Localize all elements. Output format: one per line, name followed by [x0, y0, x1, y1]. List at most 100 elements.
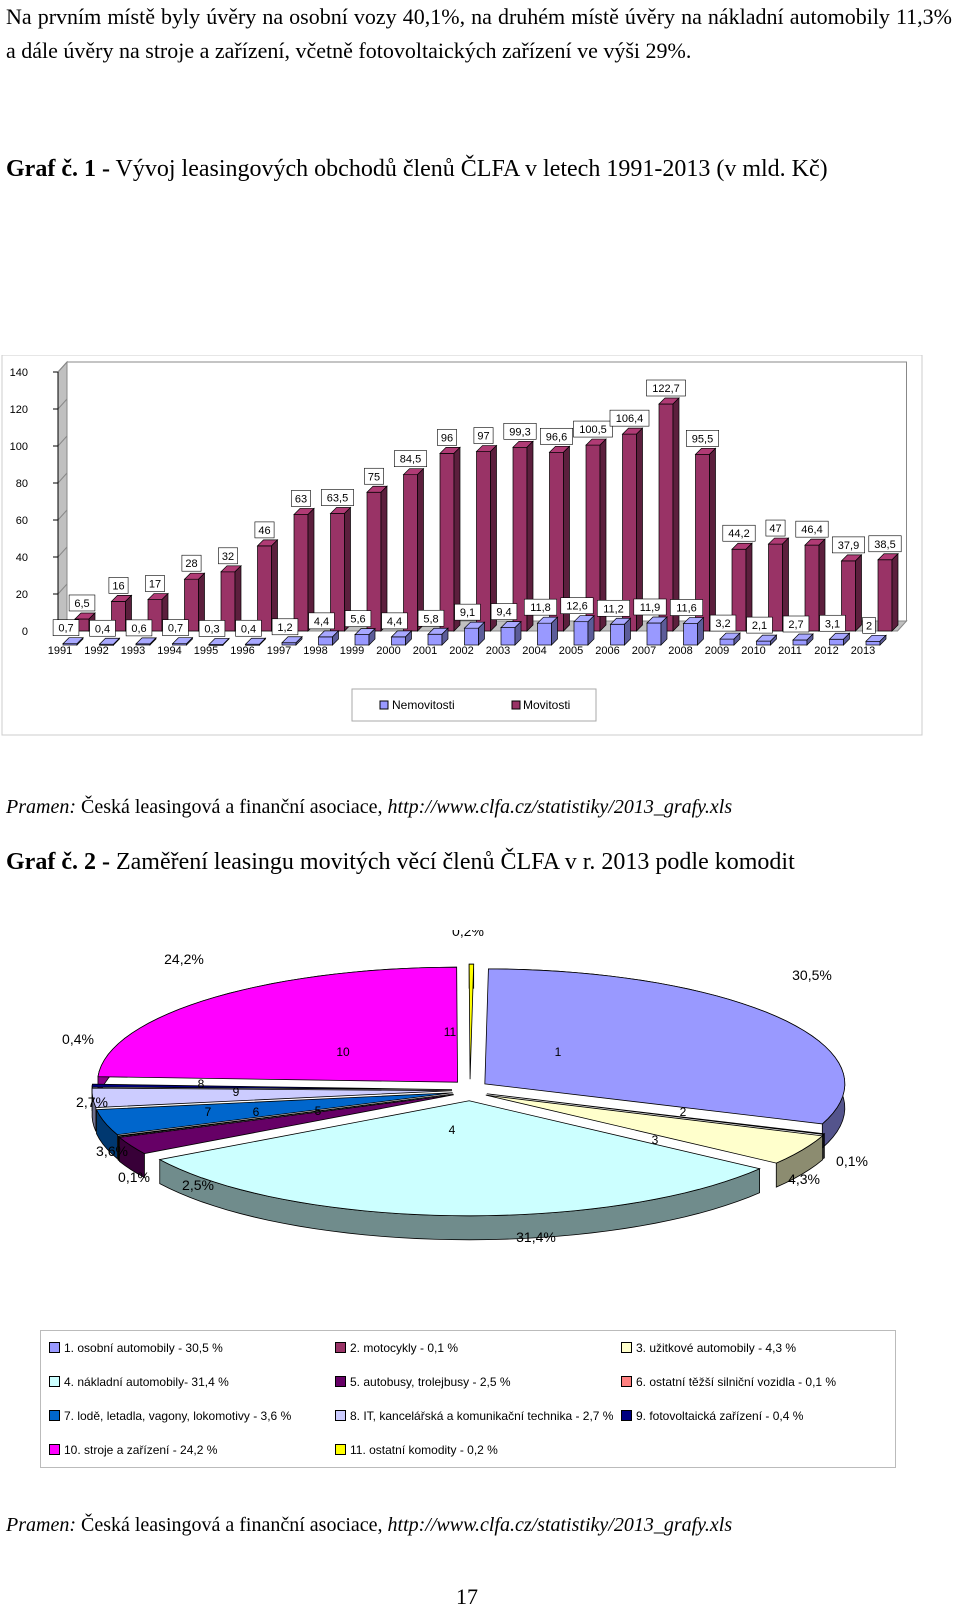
pie-legend-item: 4. nákladní automobily- 31,4 % [49, 1375, 229, 1389]
bar-nemovitosti-group [244, 637, 267, 646]
x-tick-label: 2003 [486, 645, 510, 657]
nemovitosti-value-label-box [125, 619, 153, 637]
pie-legend-label: 9. fotovoltaická zařízení - 0,4 % [636, 1409, 804, 1423]
bar-nemovitosti-group [500, 620, 522, 646]
bar-nemovitosti-group [573, 614, 595, 646]
bar-legend-frame [351, 688, 597, 722]
pie-percent-label: 24,2% [164, 951, 204, 967]
y-tick-label: 40 [16, 552, 28, 564]
bar-nemovitosti-group [536, 616, 559, 646]
nemovitosti-value-label: 12,6 [566, 601, 587, 613]
nemovitosti-value-label: 11,6 [676, 603, 697, 615]
bar-nemovitosti-side [879, 634, 887, 646]
bar-movitosti [293, 507, 315, 632]
bar-nemovitosti-side [660, 616, 668, 646]
pie-slice-number: 11 [444, 1025, 457, 1039]
movitosti-value-label: 6,5 [74, 598, 89, 610]
bar-movitosti [512, 440, 534, 632]
pie-legend-label: 10. stroje a zařízení - 24,2 % [64, 1443, 218, 1457]
x-tick-label: 2010 [741, 645, 765, 657]
bar-movitosti-side [709, 447, 716, 632]
movitosti-value-label: 96 [441, 432, 453, 444]
pie-legend-item: 8. IT, kancelářská a komunikační technik… [335, 1409, 613, 1423]
bar-nemovitosti-group [719, 632, 741, 646]
nemovitosti-value-label-box [669, 599, 703, 616]
nemovitosti-value-label-box [746, 616, 773, 634]
pie-chart: 30,5%0,1%4,3%31,4%2,5%0,1%3,6%2,7%0,4%24… [62, 930, 868, 1245]
nemovitosti-value-label-box [271, 618, 299, 636]
bar-nemovitosti [500, 627, 516, 646]
nemovitosti-value-label-box [596, 599, 630, 617]
bar-movitosti-side [891, 552, 899, 632]
movitosti-value-label-box [320, 489, 354, 506]
bar-nemovitosti-group [682, 616, 705, 646]
bar-nemovitosti-side [222, 637, 230, 646]
legend-label-nemovitosti: Nemovitosti [392, 698, 455, 712]
x-tick-label: 1991 [48, 645, 72, 657]
pie-legend-label: 4. nákladní automobily- 31,4 % [64, 1375, 229, 1389]
bar-movitosti-front [366, 491, 382, 632]
nemovitosti-value-label: 9,1 [460, 607, 475, 619]
nemovitosti-value-label: 11,8 [530, 602, 551, 614]
bar-movitosti [439, 446, 461, 632]
y-tick-diag [57, 472, 68, 484]
x-tick-label: 1998 [303, 645, 327, 657]
bar-movitosti [475, 444, 498, 632]
pie-percent-label: 0,1% [836, 1153, 868, 1169]
nemovitosti-value-label-box [381, 612, 408, 630]
graph1-source: Pramen: Česká leasingová a finanční asoc… [6, 796, 732, 819]
movitosti-value-label-box [795, 520, 829, 538]
y-tick-diag [57, 546, 68, 558]
bar-movitosti-side [636, 427, 643, 632]
movitosti-value-label: 63 [295, 493, 307, 505]
graph2-source-org: Česká leasingová a finanční asociace, [75, 1514, 388, 1536]
bar-nemovitosti-side [295, 635, 303, 646]
nemovitosti-value-label: 11,2 [603, 603, 624, 615]
graph2-source-label: Pramen: [6, 1514, 76, 1536]
nemovitosti-value-label-box [782, 615, 810, 633]
movitosti-value-label: 47 [769, 523, 781, 535]
nemovitosti-value-label-box [344, 610, 372, 627]
pie-legend-item: 1. osobní automobily - 30,5 % [49, 1341, 223, 1355]
x-tick-label: 2013 [851, 645, 875, 657]
nemovitosti-value-label: 0,4 [95, 623, 110, 635]
graph1-source-org: Česká leasingová a finanční asociace, [75, 796, 388, 818]
bar-nemovitosti-side [514, 620, 522, 646]
y-tick-label: 100 [10, 441, 28, 453]
graph2-source-url: http://www.clfa.cz/statistiky/2013_grafy… [387, 1514, 733, 1536]
pie-slice-side [823, 1132, 825, 1160]
x-tick-label: 2001 [413, 645, 437, 657]
bar-nemovitosti-group [317, 630, 340, 646]
bar-nemovitosti-group [354, 627, 376, 646]
pie-legend-item: 5. autobusy, trolejbusy - 2,5 % [335, 1375, 511, 1389]
movitosti-value-label-box [539, 427, 573, 445]
movitosti-value-label-box [364, 467, 384, 485]
bar-movitosti-side [380, 485, 388, 632]
intro-paragraph: Na prvním místě byly úvěry na osobní voz… [6, 4, 952, 63]
x-tick-label: 1996 [230, 645, 254, 657]
x-tick-label: 2008 [668, 645, 692, 657]
bar-nemovitosti-side [113, 637, 120, 646]
y-tick-diag [57, 509, 68, 521]
pie-legend-swatch [49, 1376, 60, 1387]
pie-slice-number: 9 [233, 1085, 240, 1099]
bar-nemovitosti [318, 636, 333, 646]
bar-nemovitosti-group [427, 627, 449, 646]
pie-slice-number: 7 [205, 1105, 212, 1119]
bar-nemovitosti-side [149, 637, 157, 646]
page-number: 17 [456, 1584, 478, 1609]
pie-slice [486, 1093, 826, 1135]
movitosti-value-label-box [868, 535, 902, 553]
bar-movitosti-side [453, 446, 461, 632]
bar-nemovitosti-group [390, 630, 413, 646]
pie-legend-swatch [335, 1342, 346, 1353]
bar-nemovitosti-side [368, 627, 376, 646]
bar-movitosti-front [257, 545, 272, 632]
pie-legend-label: 6. ostatní těžší silniční vozidla - 0,1 … [636, 1375, 837, 1389]
bar-movitosti-side [599, 438, 607, 632]
movitosti-value-label-box [609, 409, 650, 427]
bar-nemovitosti-side [551, 616, 558, 646]
nemovitosti-value-label-box [198, 620, 226, 637]
x-tick-label: 2006 [595, 645, 619, 657]
nemovitosti-value-label: 2,7 [788, 619, 803, 631]
